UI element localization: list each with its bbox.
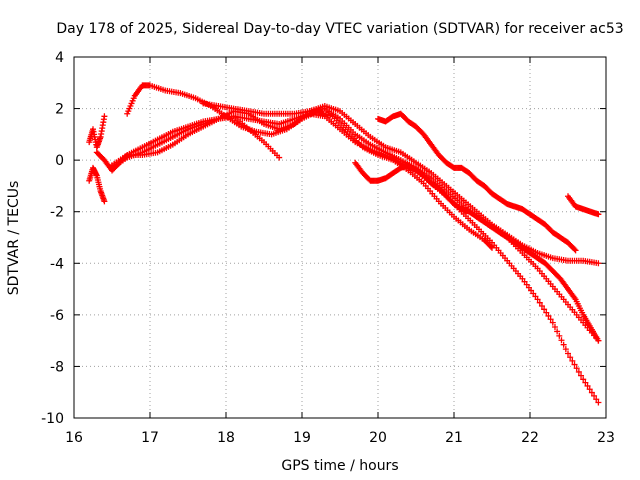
data-point (595, 211, 602, 218)
data-point (543, 309, 550, 316)
data-point (487, 243, 494, 250)
data-point (595, 337, 602, 344)
data-point (588, 389, 595, 396)
data-point (558, 337, 565, 344)
data-point (573, 365, 580, 372)
y-tick-label: -10 (41, 411, 64, 427)
x-tick-label: 16 (65, 430, 83, 446)
data-point (538, 303, 545, 310)
data-point (556, 332, 563, 339)
y-tick-label: 2 (55, 102, 64, 118)
data-point (560, 341, 567, 348)
series-arc-4 (124, 82, 495, 251)
data-point (584, 382, 591, 389)
data-point (586, 386, 593, 393)
data-point (580, 376, 587, 383)
series-arc-7 (200, 100, 602, 267)
x-tick-label: 21 (445, 430, 463, 446)
y-tick-label: 4 (55, 50, 64, 66)
data-point (572, 247, 579, 254)
y-tick-label: 0 (55, 153, 64, 169)
data-markers (86, 82, 602, 406)
y-tick-label: -4 (50, 256, 64, 272)
x-tick-label: 23 (597, 430, 615, 446)
axis-ticks: 16 17 18 19 20 21 22 23 -10 -8 -6 -4 -2 0 2 4 (41, 50, 615, 446)
data-point (569, 357, 576, 364)
data-point (101, 198, 108, 205)
y-tick-label: -2 (50, 205, 64, 221)
x-tick-label: 17 (141, 430, 159, 446)
series-arc-9 (352, 159, 602, 344)
data-point (595, 260, 602, 267)
data-point (547, 316, 554, 323)
data-point (567, 354, 574, 361)
data-point (582, 379, 589, 386)
x-tick-label: 22 (521, 430, 539, 446)
chart-title: Day 178 of 2025, Sidereal Day-to-day VTE… (56, 21, 623, 37)
series-arc-3 (93, 113, 283, 174)
y-tick-label: -8 (50, 359, 64, 375)
series-arc-10 (565, 193, 602, 218)
data-point (536, 299, 543, 306)
data-point (554, 328, 561, 335)
data-point (578, 372, 585, 379)
data-point (534, 296, 541, 303)
data-point (591, 392, 598, 399)
data-point (565, 350, 571, 357)
series-arc-5 (109, 110, 602, 406)
data-point (593, 396, 600, 403)
x-tick-label: 19 (293, 430, 311, 446)
data-point (541, 306, 548, 313)
data-point (551, 324, 558, 331)
x-tick-label: 18 (217, 430, 235, 446)
x-axis-label: GPS time / hours (281, 458, 398, 474)
data-point (571, 246, 578, 253)
data-point (575, 368, 582, 375)
data-point (571, 361, 578, 368)
series-arc-1 (86, 164, 108, 205)
y-tick-label: -6 (50, 308, 64, 324)
series-arc-2 (86, 113, 108, 151)
data-point (595, 399, 602, 406)
data-point (545, 312, 552, 319)
data-point (276, 154, 283, 161)
plot-frame (73, 56, 607, 419)
y-axis-label: SDTVAR / TECUs (6, 181, 22, 296)
data-point (101, 113, 108, 120)
series-arc-8 (375, 110, 579, 254)
x-tick-label: 20 (369, 430, 387, 446)
data-point (549, 319, 556, 326)
data-point (562, 346, 569, 353)
